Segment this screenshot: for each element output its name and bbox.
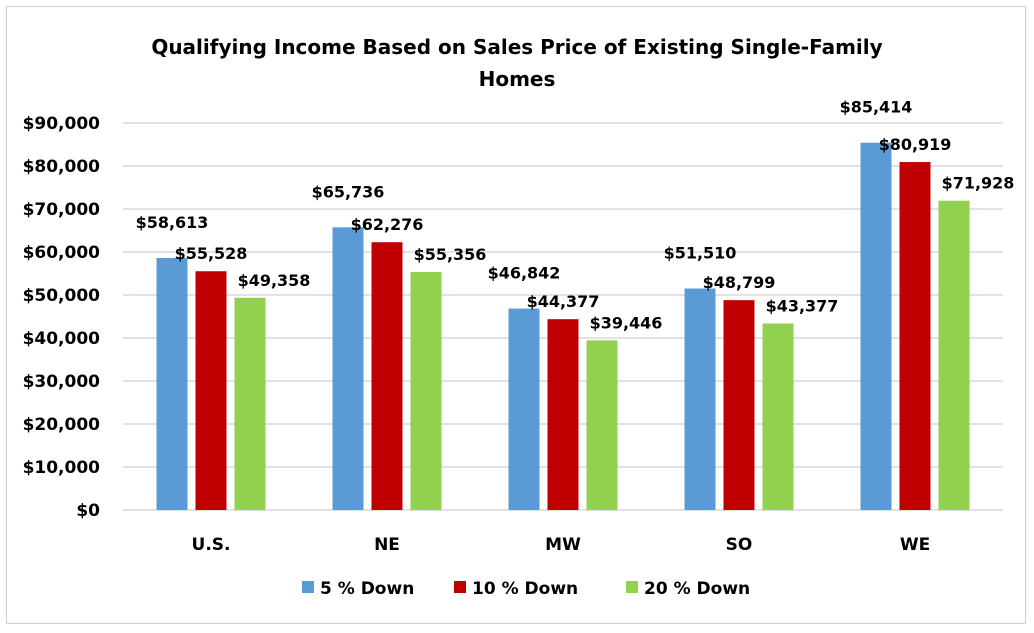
data-label: $55,528 <box>175 244 248 263</box>
chart-title-line-1: Qualifying Income Based on Sales Price o… <box>151 35 882 59</box>
data-label: $39,446 <box>590 313 663 332</box>
data-label: $43,377 <box>766 296 839 315</box>
y-tick-label: $10,000 <box>23 458 101 478</box>
legend-label: 10 % Down <box>472 579 578 599</box>
bar <box>508 308 540 510</box>
data-label: $48,799 <box>703 273 776 292</box>
x-tick-label: U.S. <box>192 535 231 555</box>
bar <box>410 271 442 510</box>
bar <box>547 319 579 510</box>
bar <box>586 340 618 510</box>
y-tick-label: $40,000 <box>23 329 101 349</box>
data-label: $71,928 <box>942 174 1015 193</box>
legend-swatch <box>302 581 314 593</box>
legend-swatch <box>454 581 466 593</box>
bar <box>938 200 970 510</box>
x-tick-label: MW <box>545 535 581 555</box>
bar <box>762 323 794 510</box>
bar <box>684 288 716 510</box>
bar <box>332 227 364 510</box>
bar <box>899 162 931 511</box>
data-label: $62,276 <box>351 215 424 234</box>
y-tick-label: $50,000 <box>23 286 101 306</box>
y-tick-label: $90,000 <box>23 114 101 134</box>
bar <box>371 242 403 510</box>
data-label: $51,510 <box>664 244 737 263</box>
x-tick-label: NE <box>374 535 400 555</box>
x-tick-label: WE <box>900 535 930 555</box>
data-label: $65,736 <box>312 182 385 201</box>
chart-frame <box>6 6 1026 624</box>
data-label: $85,414 <box>840 98 913 117</box>
bar <box>195 271 227 510</box>
y-tick-label: $80,000 <box>23 157 101 177</box>
bar <box>234 297 266 510</box>
y-tick-label: $0 <box>76 501 100 521</box>
y-tick-label: $30,000 <box>23 372 101 392</box>
data-label: $46,842 <box>488 264 561 283</box>
chart-title-line-2: Homes <box>479 67 556 91</box>
data-label: $80,919 <box>879 135 952 154</box>
y-tick-label: $20,000 <box>23 415 101 435</box>
legend-swatch <box>626 581 638 593</box>
legend-label: 20 % Down <box>644 579 750 599</box>
data-label: $55,356 <box>414 245 487 264</box>
data-label: $49,358 <box>238 271 311 290</box>
y-tick-label: $70,000 <box>23 200 101 220</box>
bar <box>860 142 892 511</box>
data-label: $44,377 <box>527 292 600 311</box>
legend-label: 5 % Down <box>320 579 414 599</box>
x-tick-label: SO <box>726 535 753 555</box>
bar <box>156 257 188 510</box>
data-label: $58,613 <box>136 213 209 232</box>
bar <box>723 300 755 510</box>
y-tick-label: $60,000 <box>23 243 101 263</box>
